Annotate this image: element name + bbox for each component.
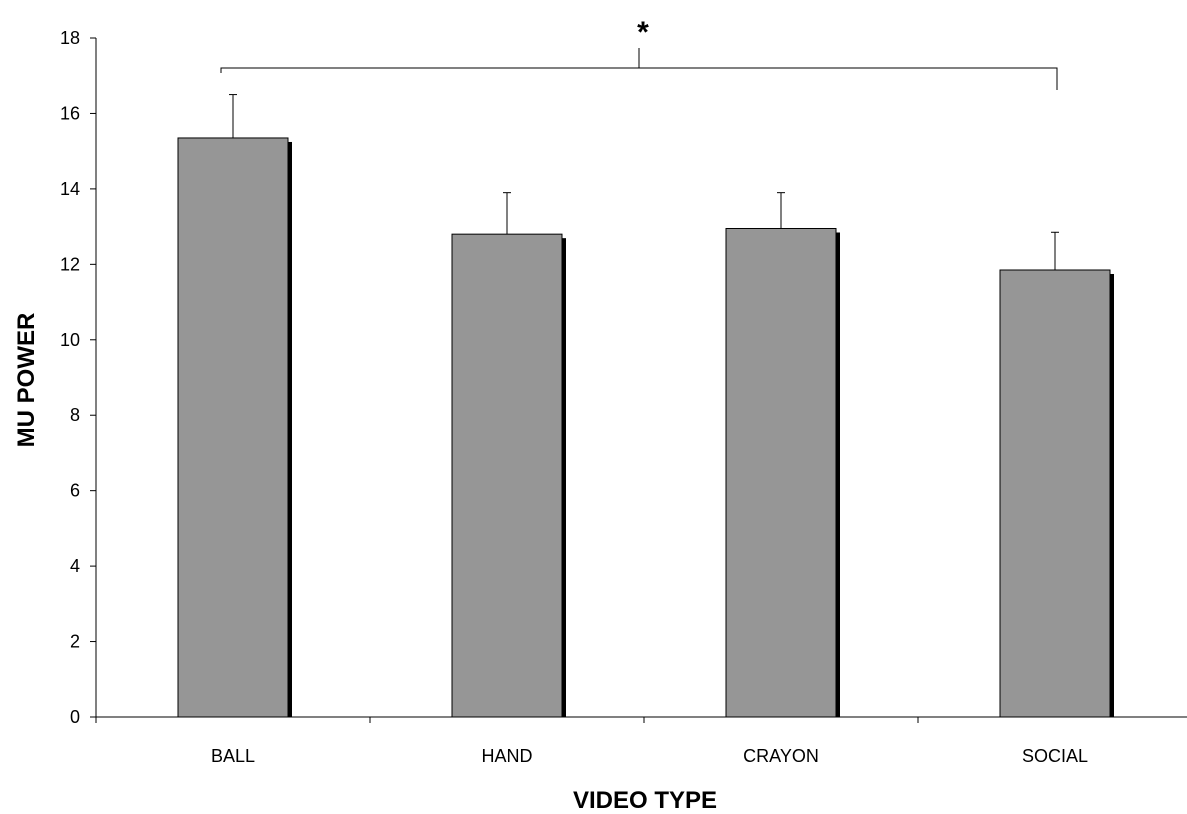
bar-ball (177, 137, 289, 718)
y-ticks: 0 2 4 6 8 10 12 14 16 18 (60, 28, 96, 727)
x-tick-label: CRAYON (743, 746, 819, 766)
x-axis-title: VIDEO TYPE (573, 787, 717, 814)
bars (177, 137, 1114, 718)
y-tick-label: 14 (60, 179, 80, 199)
error-bars (229, 94, 1059, 270)
x-tick-label: BALL (211, 746, 255, 766)
y-tick-label: 10 (60, 330, 80, 350)
bar-hand (451, 233, 563, 718)
y-tick-label: 0 (70, 707, 80, 727)
y-tick-label: 4 (70, 556, 80, 576)
significance-marker: * (637, 16, 649, 49)
y-tick-label: 8 (70, 405, 80, 425)
bar-crayon (725, 227, 837, 718)
x-tick-label: HAND (481, 746, 532, 766)
y-axis-title: MU POWER (13, 313, 40, 448)
category-labels: BALL HAND CRAYON SOCIAL (211, 746, 1088, 766)
significance-bracket: * (220, 16, 1058, 90)
y-tick-label: 6 (70, 481, 80, 501)
y-tick-label: 2 (70, 632, 80, 652)
y-tick-label: 12 (60, 254, 80, 274)
significance-line (220, 67, 1058, 90)
x-tick-label: SOCIAL (1022, 746, 1088, 766)
x-ticks (95, 717, 919, 723)
y-tick-label: 18 (60, 28, 80, 48)
y-tick-label: 16 (60, 103, 80, 123)
bar-social (999, 269, 1111, 718)
